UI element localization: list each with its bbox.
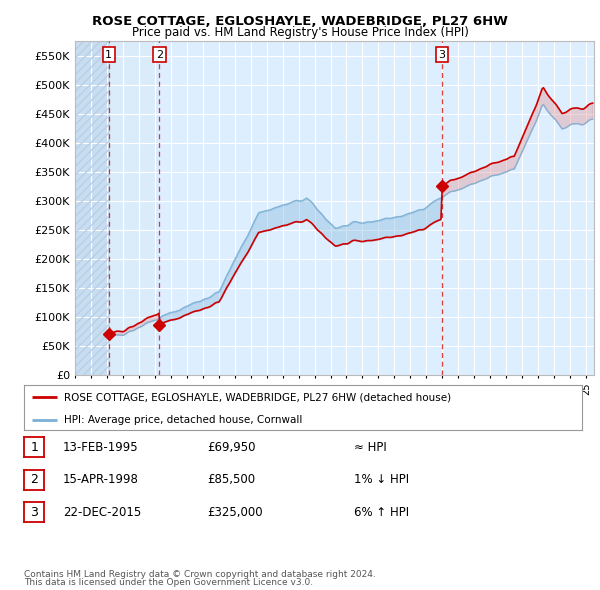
Text: 1: 1 (105, 50, 112, 60)
Text: 15-APR-1998: 15-APR-1998 (63, 473, 139, 486)
Text: £325,000: £325,000 (207, 506, 263, 519)
Bar (75, 41, 109, 375)
Text: Contains HM Land Registry data © Crown copyright and database right 2024.: Contains HM Land Registry data © Crown c… (24, 570, 376, 579)
Text: Price paid vs. HM Land Registry's House Price Index (HPI): Price paid vs. HM Land Registry's House … (131, 26, 469, 39)
Text: 2: 2 (156, 50, 163, 60)
Bar (75, 41, 109, 375)
Text: ≈ HPI: ≈ HPI (354, 441, 387, 454)
Text: 22-DEC-2015: 22-DEC-2015 (63, 506, 141, 519)
Text: ROSE COTTAGE, EGLOSHAYLE, WADEBRIDGE, PL27 6HW (detached house): ROSE COTTAGE, EGLOSHAYLE, WADEBRIDGE, PL… (64, 392, 451, 402)
Text: 3: 3 (30, 506, 38, 519)
Text: ROSE COTTAGE, EGLOSHAYLE, WADEBRIDGE, PL27 6HW: ROSE COTTAGE, EGLOSHAYLE, WADEBRIDGE, PL… (92, 15, 508, 28)
Text: £85,500: £85,500 (207, 473, 255, 486)
Bar (109, 41, 160, 375)
Text: 1: 1 (30, 441, 38, 454)
Text: This data is licensed under the Open Government Licence v3.0.: This data is licensed under the Open Gov… (24, 578, 313, 587)
Text: 6% ↑ HPI: 6% ↑ HPI (354, 506, 409, 519)
Text: HPI: Average price, detached house, Cornwall: HPI: Average price, detached house, Corn… (64, 415, 302, 425)
Text: 13-FEB-1995: 13-FEB-1995 (63, 441, 139, 454)
Text: 2: 2 (30, 473, 38, 486)
Text: £69,950: £69,950 (207, 441, 256, 454)
Text: 1% ↓ HPI: 1% ↓ HPI (354, 473, 409, 486)
Text: 3: 3 (439, 50, 445, 60)
